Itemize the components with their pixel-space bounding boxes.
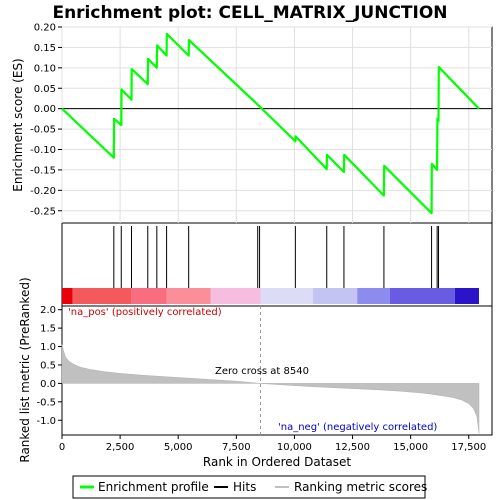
- es-tick-label: 0.15: [34, 43, 56, 54]
- ranking-colorbar: [62, 288, 479, 304]
- x-tick-label: 5,000: [164, 442, 193, 453]
- colorbar-segment: [357, 288, 390, 304]
- es-tick-label: 0.10: [34, 63, 56, 74]
- es-panel-frame: [61, 26, 493, 224]
- metric-tick-label: -0.5: [36, 397, 56, 408]
- es-tick-label: 0.00: [34, 104, 56, 115]
- es-tick-label: -0.15: [30, 165, 56, 176]
- hits-layer: [113, 226, 440, 288]
- colorbar-segment: [72, 288, 132, 304]
- x-tick-label: 0: [59, 442, 65, 453]
- colorbar-segment: [62, 288, 73, 304]
- es-tick-label: -0.10: [30, 145, 56, 156]
- neg-label: 'na_neg' (negatively correlated): [278, 422, 437, 433]
- zero-cross-label: Zero cross at 8540: [215, 366, 309, 377]
- x-axis-ticks: 0 2,500 5,000 7,500 10,000 12,500 15,000 17,500: [59, 435, 486, 453]
- colorbar-segment: [389, 288, 455, 304]
- metric-axis-ticks: 2.0 1.5 1.0 0.5 0.0 -0.5 -1.0: [36, 305, 62, 427]
- metric-tick-label: 1.5: [40, 324, 56, 335]
- es-tick-label: 0.20: [34, 23, 56, 34]
- colorbar-segment: [454, 288, 479, 304]
- es-tick-label: 0.05: [34, 84, 56, 95]
- metric-tick-label: 0.5: [40, 360, 56, 371]
- metric-ylabel: Ranked list metric (PreRanked): [18, 277, 32, 462]
- legend-profile-label: Enrichment profile: [98, 480, 209, 494]
- colorbar-segment: [166, 288, 211, 304]
- x-tick-label: 2,500: [106, 442, 135, 453]
- colorbar-segment: [210, 288, 261, 304]
- legend-hits-label: Hits: [233, 480, 256, 494]
- x-tick-label: 15,000: [393, 442, 428, 453]
- metric-tick-label: 0.0: [40, 379, 56, 390]
- colorbar-segment: [131, 288, 167, 304]
- chart-title: Enrichment plot: CELL_MATRIX_JUNCTION: [52, 3, 447, 23]
- legend-box: [72, 475, 426, 499]
- x-tick-label: 12,500: [335, 442, 370, 453]
- colorbar-segment: [313, 288, 358, 304]
- es-series: [61, 32, 480, 215]
- colorbar-segment: [260, 288, 314, 304]
- x-tick-label: 7,500: [222, 442, 251, 453]
- metric-tick-label: 2.0: [40, 305, 56, 316]
- x-axis-label: Rank in Ordered Dataset: [203, 455, 351, 469]
- metric-tick-label: -1.0: [36, 416, 56, 427]
- pos-label: 'na_pos' (positively correlated): [68, 307, 222, 318]
- es-tick-label: -0.05: [30, 125, 56, 136]
- es-tick-label: -0.20: [30, 186, 56, 197]
- es-ylabel: Enrichment score (ES): [11, 58, 25, 191]
- x-tick-label: 17,500: [451, 442, 486, 453]
- legend-metric-label: Ranking metric scores: [294, 480, 427, 494]
- legend: Enrichment profile Hits Ranking metric s…: [72, 475, 427, 499]
- x-tick-label: 10,000: [277, 442, 312, 453]
- ranking-metric-area: [61, 344, 480, 434]
- metric-layer: [61, 306, 480, 435]
- es-grid: [61, 26, 492, 223]
- es-axis-ticks: 0.20 0.15 0.10 0.05 0.00 -0.05 -0.10 -0.15 -0.20…: [30, 23, 62, 217]
- metric-tick-label: 1.0: [40, 342, 56, 353]
- es-tick-label: -0.25: [30, 206, 56, 217]
- enrichment-profile-line: [61, 32, 480, 215]
